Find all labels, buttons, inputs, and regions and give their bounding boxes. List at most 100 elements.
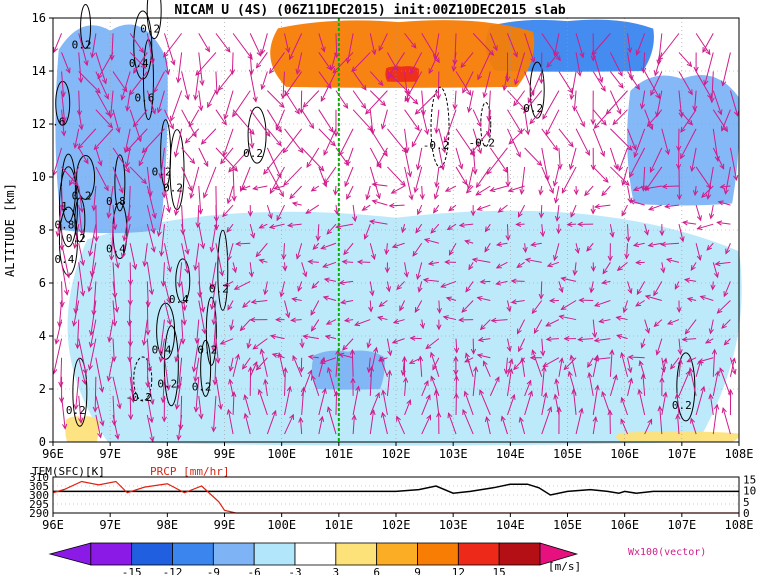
- surface-x-tick-label: 104E: [496, 518, 525, 532]
- surface-x-tick-label: 97E: [99, 518, 121, 532]
- colorbar-swatch: [418, 543, 459, 565]
- surface-frame: [53, 477, 739, 513]
- y-tick-label: 10: [32, 170, 46, 184]
- x-tick-label: 102E: [382, 447, 411, 461]
- contour-label: 0.2: [72, 39, 92, 52]
- vector-shaft: [216, 186, 217, 221]
- colorbar-swatch: [336, 543, 377, 565]
- wind-region: [616, 432, 740, 442]
- x-tick-label: 106E: [610, 447, 639, 461]
- surface-x-tick-label: 105E: [553, 518, 582, 532]
- contour-label: 0.6: [135, 92, 155, 105]
- chart-title: NICAM U (4S) (06Z11DEC2015) init:00Z10DE…: [174, 3, 566, 18]
- surface-gridlines: [53, 486, 739, 504]
- contour-label: 0.2: [72, 190, 92, 203]
- surface-x-tick-label: 98E: [156, 518, 178, 532]
- contour-label: 0.2: [157, 378, 177, 391]
- colorbar-label: 12: [452, 566, 465, 575]
- colorbar-swatch: [377, 543, 418, 565]
- x-tick-label: 104E: [496, 447, 525, 461]
- surface-x-tick-label: 102E: [382, 518, 411, 532]
- x-tick-label: 99E: [214, 447, 236, 461]
- colorbar-swatch: [499, 543, 540, 565]
- contour-label: -0.2: [469, 137, 496, 150]
- colorbar-swatch: [91, 543, 132, 565]
- surface-x-tick-label: 99E: [214, 518, 236, 532]
- x-tick-label: 103E: [439, 447, 468, 461]
- vector-legend: Wx100(vector): [628, 547, 706, 558]
- x-tick-label: 97E: [99, 447, 121, 461]
- vector-shaft: [438, 72, 439, 99]
- y-tick-label: 2: [39, 382, 46, 396]
- vector-shaft: [541, 281, 542, 298]
- x-tick-label: 108E: [725, 447, 754, 461]
- x-tick-label: 105E: [553, 447, 582, 461]
- colorbar-label: 15: [493, 566, 506, 575]
- prcp-line: [53, 482, 739, 514]
- contour-label: 0.2: [197, 343, 217, 356]
- contour-label: 0.2: [209, 282, 229, 295]
- vector-shaft: [147, 358, 148, 387]
- vector-shaft: [663, 186, 679, 187]
- colorbar-label: -6: [248, 566, 261, 575]
- contour-label: 0.2: [66, 404, 86, 417]
- y-tick-label: 12: [32, 117, 46, 131]
- contour-label: 0.4: [106, 243, 126, 256]
- x-tick-label: 107E: [667, 447, 696, 461]
- contour-label: -0.2: [423, 139, 450, 152]
- colorbar-label: -3: [288, 566, 301, 575]
- colorbar-swatch: [173, 543, 214, 565]
- surface-x-tick-label: 103E: [439, 518, 468, 532]
- contour-label: 0.2: [163, 182, 183, 195]
- x-tick-label: 96E: [42, 447, 64, 461]
- vector-shaft: [507, 167, 508, 186]
- colorbar: -15 -12 -9 -6 -3 3 6 9 12 15: [50, 543, 577, 575]
- tem-legend: TEM(SFC)[K]: [32, 465, 105, 478]
- y-tick-label: 4: [39, 329, 46, 343]
- colorbar-label: -15: [122, 566, 142, 575]
- colorbar-swatch: [458, 543, 499, 565]
- contour-label: 0.4: [129, 57, 149, 70]
- contour-label: 0.2: [672, 399, 692, 412]
- vector-shaft: [629, 357, 645, 358]
- contour-label: -0.2: [126, 391, 153, 404]
- colorbar-unit: [m/s]: [548, 560, 581, 573]
- y-tick-label: 16: [32, 11, 46, 25]
- colorbar-label: -12: [163, 566, 183, 575]
- colorbar-swatch: [295, 543, 336, 565]
- surface-x-tick-label: 106E: [610, 518, 639, 532]
- colorbar-label: 3: [333, 566, 340, 575]
- contour-label: 0.2: [523, 102, 543, 115]
- vector-shaft: [95, 377, 96, 412]
- contour-label: 0.2: [140, 23, 160, 36]
- y-axis-label: ALTITUDE [km]: [3, 183, 17, 277]
- surface-x-tick-label: 100E: [267, 518, 296, 532]
- contour-label: 1: [61, 200, 68, 213]
- y-tick-label: 6: [39, 276, 46, 290]
- colorbar-swatch: [254, 543, 295, 565]
- colorbar-label: 9: [414, 566, 421, 575]
- contour-label: 0.4: [152, 343, 172, 356]
- surface-x-tick-label: 96E: [42, 518, 64, 532]
- contour-label: .6: [52, 115, 65, 128]
- vector-shaft: [96, 205, 97, 241]
- x-tick-label: 98E: [156, 447, 178, 461]
- contour-label: 0.4: [54, 253, 74, 266]
- colorbar-swatch: [213, 543, 254, 565]
- contour-label: 0.2: [152, 166, 172, 179]
- colorbar-label: 6: [373, 566, 380, 575]
- colorbar-label: -9: [207, 566, 220, 575]
- contour-label: 0.8: [54, 219, 74, 232]
- prcp-legend: PRCP [mm/hr]: [150, 465, 229, 478]
- surface-x-tick-label: 108E: [725, 518, 754, 532]
- y-tick-label: 14: [32, 64, 46, 78]
- vector-shaft: [456, 376, 457, 396]
- y-tick-label: 8: [39, 223, 46, 237]
- colorbar-swatch: [132, 543, 173, 565]
- contour-label: 0.2: [192, 380, 212, 393]
